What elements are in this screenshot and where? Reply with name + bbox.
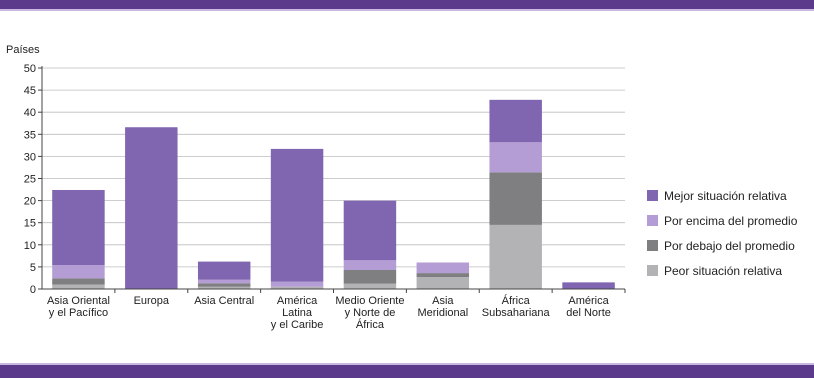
bar-segment bbox=[416, 273, 470, 278]
bar-segment bbox=[197, 283, 251, 287]
bar-segment bbox=[343, 269, 397, 284]
y-tick-label: 30 bbox=[24, 151, 36, 163]
y-tick-label: 20 bbox=[24, 196, 36, 208]
top-frame-bar bbox=[0, 0, 814, 11]
bar-segment bbox=[197, 279, 251, 284]
bars-layer bbox=[52, 99, 615, 289]
category-label-line: Medio Oriente bbox=[335, 295, 404, 307]
y-tick-label: 35 bbox=[24, 129, 36, 141]
bar-segment bbox=[416, 262, 470, 274]
bar-segment bbox=[343, 260, 397, 270]
category-label: Asia Meridional bbox=[417, 295, 468, 319]
bar-segment bbox=[416, 277, 470, 289]
y-tick-label: 40 bbox=[24, 107, 36, 119]
bar-segment bbox=[197, 286, 251, 289]
category-label-line: y el Caribe bbox=[271, 319, 324, 331]
category-label: Medio Oriente y Norte de África bbox=[335, 295, 404, 331]
category-label-line: África bbox=[356, 318, 385, 331]
legend-swatch bbox=[647, 190, 658, 201]
bottom-frame-line bbox=[0, 363, 814, 365]
y-tick-label: 50 bbox=[24, 63, 36, 75]
category-label: Asia Central bbox=[194, 295, 254, 307]
y-tick-label: 0 bbox=[30, 284, 36, 296]
bar-segment bbox=[270, 281, 324, 287]
category-label-line: Subsahariana bbox=[482, 307, 551, 319]
bar-segment bbox=[270, 286, 324, 289]
bar-segment bbox=[489, 224, 542, 289]
bar-segment bbox=[52, 278, 105, 285]
y-tick-label: 5 bbox=[30, 262, 36, 274]
category-label: Europa bbox=[134, 295, 170, 307]
category-labels: Asia Oriental y el Pacífico Europa Asia Cen… bbox=[47, 294, 611, 331]
y-axis-title: Países bbox=[6, 44, 40, 56]
category-label: África Subsahariana bbox=[482, 294, 551, 319]
y-tick-label: 10 bbox=[24, 240, 36, 252]
legend-swatch bbox=[647, 240, 658, 251]
bar-segment bbox=[52, 265, 105, 279]
y-tick-label: 25 bbox=[24, 174, 36, 186]
axis-layer: 0 5 10 15 20 25 30 35 40 45 50 bbox=[24, 63, 626, 296]
legend-swatch bbox=[647, 265, 658, 276]
category-label-line: Meridional bbox=[417, 307, 468, 319]
bar-segment bbox=[343, 200, 397, 261]
category-label-line: Europa bbox=[134, 295, 170, 307]
bottom-frame-bar bbox=[0, 363, 814, 378]
category-label-line: África bbox=[502, 294, 531, 307]
bar-segment bbox=[343, 283, 397, 289]
y-tick-label: 45 bbox=[24, 85, 36, 97]
category-label: América del Norte bbox=[566, 295, 611, 319]
category-label-line: Asia Central bbox=[194, 295, 254, 307]
category-label-line: Asia bbox=[432, 295, 454, 307]
bar-segment bbox=[489, 172, 542, 225]
category-label-line: y el Pacífico bbox=[49, 307, 108, 319]
category-label-line: América bbox=[277, 295, 318, 307]
bar-segment bbox=[489, 142, 542, 173]
legend-label: Mejor situación relativa bbox=[664, 189, 787, 203]
bar-segment bbox=[270, 148, 324, 282]
bar-segment bbox=[52, 284, 105, 289]
category-label-line: del Norte bbox=[566, 307, 611, 319]
category-label: América Latina y el Caribe bbox=[271, 295, 324, 331]
category-label-line: América bbox=[568, 295, 609, 307]
top-frame-line bbox=[0, 9, 814, 11]
category-label: Asia Oriental y el Pacífico bbox=[47, 295, 110, 319]
bar-segment bbox=[562, 282, 615, 289]
bar-segment bbox=[197, 261, 251, 280]
category-label-line: Latina bbox=[282, 307, 313, 319]
legend-swatch bbox=[647, 215, 658, 226]
legend-label: Por debajo del promedio bbox=[664, 239, 795, 253]
bar-segment bbox=[489, 99, 542, 143]
legend-label: Peor situación relativa bbox=[664, 264, 782, 278]
y-tick-label: 15 bbox=[24, 218, 36, 230]
bar-segment bbox=[52, 189, 105, 266]
category-label-line: y Norte de bbox=[345, 307, 396, 319]
legend: Mejor situación relativa Por encima del p… bbox=[647, 189, 798, 278]
bar-segment bbox=[125, 127, 178, 289]
category-label-line: Asia Oriental bbox=[47, 295, 110, 307]
legend-label: Por encima del promedio bbox=[664, 214, 798, 228]
